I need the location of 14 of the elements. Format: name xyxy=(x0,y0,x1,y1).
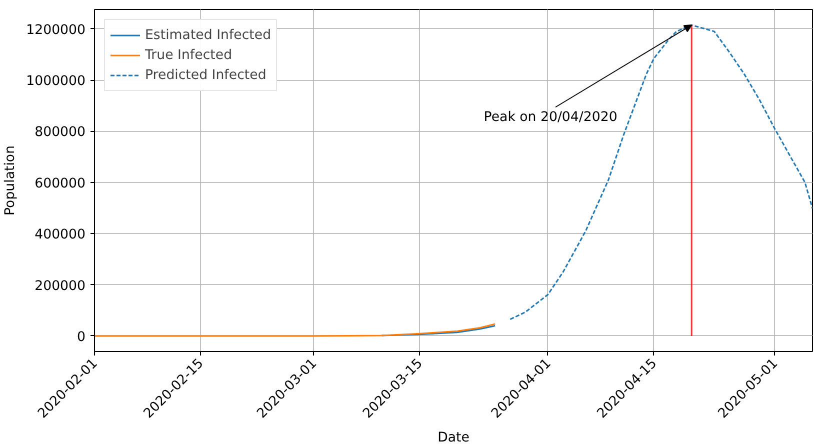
annotation: Peak on 20/04/2020 xyxy=(484,110,618,126)
legend-label: Predicted Infected xyxy=(145,68,266,82)
y-tick-label: 400000 xyxy=(34,228,86,243)
y-axis-title: Population xyxy=(3,145,18,216)
line-series xyxy=(94,323,496,337)
y-tick-label: 800000 xyxy=(34,125,86,140)
y-tick-label: 1200000 xyxy=(26,22,86,38)
y-tick-label: 1000000 xyxy=(26,74,86,90)
y-tick-label: 600000 xyxy=(34,176,86,192)
y-tick-label: 200000 xyxy=(34,278,86,294)
legend-label: Estimated Infected xyxy=(145,28,272,42)
x-axis-title: Date xyxy=(438,430,470,446)
y-tick-label: 0 xyxy=(77,330,86,345)
legend-label: True Infected xyxy=(145,48,232,62)
